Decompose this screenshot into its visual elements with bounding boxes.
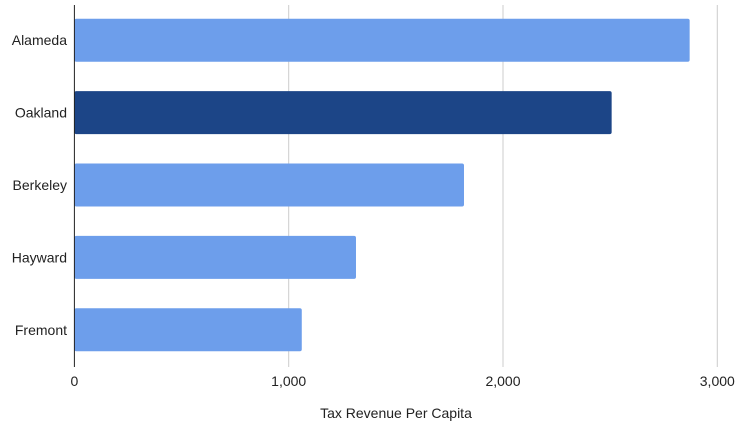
y-tick-label: Oakland [15, 105, 67, 121]
bar-hayward [74, 235, 356, 279]
x-axis-title: Tax Revenue Per Capita [320, 405, 472, 421]
y-tick-label: Hayward [12, 249, 67, 265]
bars [74, 18, 690, 352]
bar-berkeley [74, 163, 464, 207]
y-tick-label: Alameda [12, 32, 67, 48]
bar-fremont [74, 308, 302, 352]
x-tick-labels: 0 1,000 2,000 3,000 [71, 373, 736, 389]
bar-alameda [74, 18, 690, 62]
y-tick-labels: Alameda Oakland Berkeley Hayward Fremont [12, 32, 67, 338]
y-tick-label: Fremont [15, 322, 67, 338]
x-tick-label: 2,000 [485, 373, 520, 389]
x-tick-label: 1,000 [271, 373, 306, 389]
x-tick-label: 0 [71, 373, 79, 389]
y-tick-label: Berkeley [13, 177, 67, 193]
bar-oakland [74, 91, 612, 135]
x-tick-label: 3,000 [700, 373, 735, 389]
